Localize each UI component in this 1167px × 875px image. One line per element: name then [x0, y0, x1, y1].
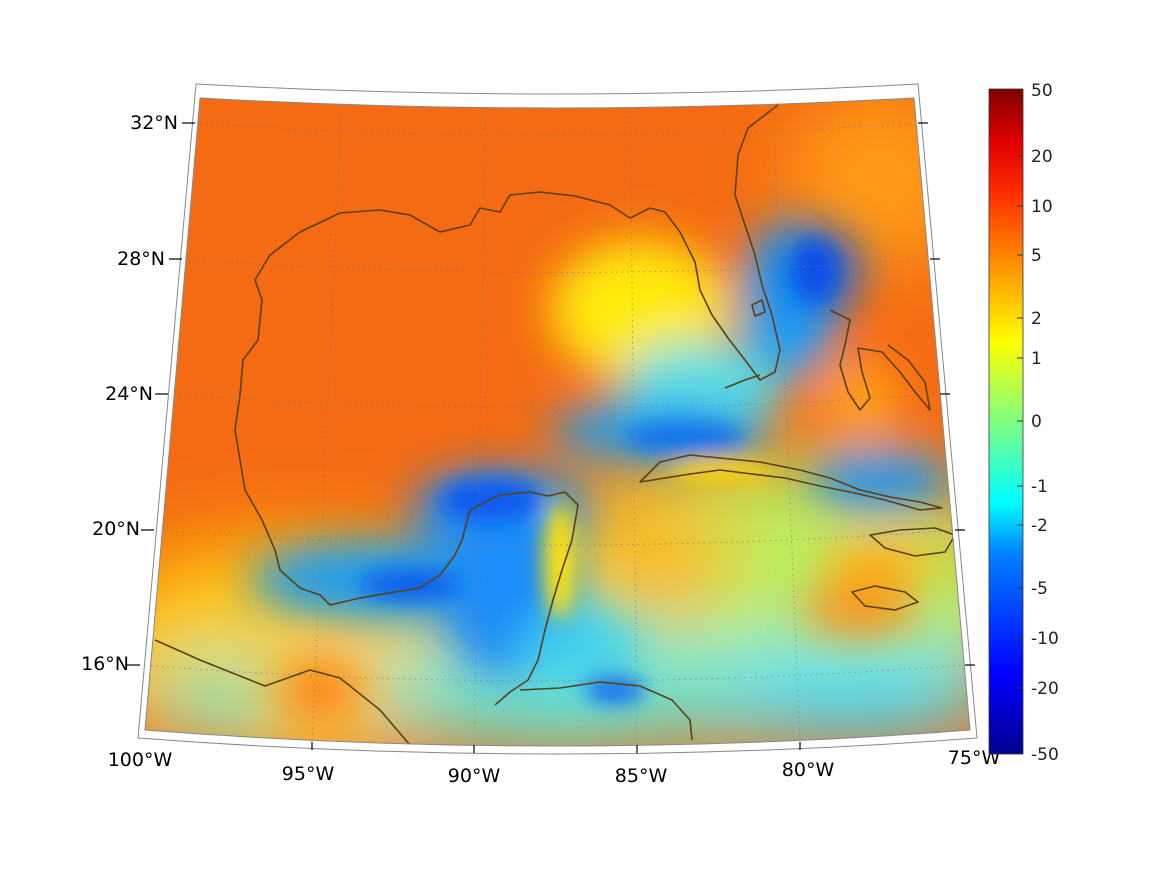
hispaniola-coastline — [869, 527, 956, 557]
map-frame — [144, 97, 971, 747]
colorbar-label: 5 — [1031, 246, 1042, 266]
colorbar-label: 50 — [1031, 81, 1053, 101]
cuba-coastline — [639, 454, 943, 511]
lat-label-32n: 32°N — [130, 112, 178, 134]
florida-keys-coastline — [724, 374, 761, 389]
lat-label-20n: 20°N — [92, 518, 140, 540]
colorbar-label: -10 — [1031, 629, 1059, 649]
colorbar-label: -1 — [1031, 477, 1048, 497]
map-panel — [145, 98, 970, 746]
colorbar-label: 10 — [1031, 197, 1053, 217]
lon-labels: 100°W 95°W 90°W 85°W 80°W 75°W — [108, 747, 1001, 787]
lat-label-28n: 28°N — [117, 248, 165, 270]
lon-label-100w: 100°W — [108, 749, 173, 771]
lake-okeechobee — [751, 299, 766, 317]
colorbar-label: 0 — [1031, 412, 1042, 432]
colorbar-label: 1 — [1031, 349, 1042, 369]
colorbar-label: -5 — [1031, 579, 1048, 599]
colorbar-labels: 50 20 10 5 2 1 0 -1 -2 -5 -10 -20 -50 — [1031, 81, 1059, 765]
colorbar-label: 20 — [1031, 147, 1053, 167]
lon-label-85w: 85°W — [615, 765, 668, 787]
lat-label-16n: 16°N — [81, 653, 129, 675]
bahamas-coastline — [829, 309, 931, 411]
lat-labels: 32°N 28°N 24°N 20°N 16°N — [81, 112, 178, 675]
pacific-coastline — [154, 639, 411, 746]
mexico-coastline — [244, 489, 579, 706]
colorbar: 50 20 10 5 2 1 0 -1 -2 -5 -10 -20 -50 — [988, 81, 1059, 765]
lat-label-24n: 24°N — [105, 383, 153, 405]
jamaica-coastline — [851, 585, 919, 611]
map-outer-frame — [137, 83, 978, 755]
lon-label-80w: 80°W — [782, 759, 835, 781]
colorbar-label: 2 — [1031, 309, 1042, 329]
lon-label-90w: 90°W — [448, 765, 501, 787]
gulf-coastline — [234, 104, 781, 491]
map-field-colors — [145, 98, 970, 746]
lon-label-75w: 75°W — [948, 747, 1001, 769]
colorbar-ticks — [1017, 155, 1023, 689]
ticks — [127, 122, 975, 753]
colorbar-label: -50 — [1031, 745, 1059, 765]
coastlines — [154, 104, 956, 746]
colorbar-label: -20 — [1031, 679, 1059, 699]
colorbar-label: -2 — [1031, 516, 1048, 536]
graticule — [145, 98, 966, 746]
lon-label-95w: 95°W — [282, 763, 335, 785]
central-america-coastline — [519, 681, 693, 741]
